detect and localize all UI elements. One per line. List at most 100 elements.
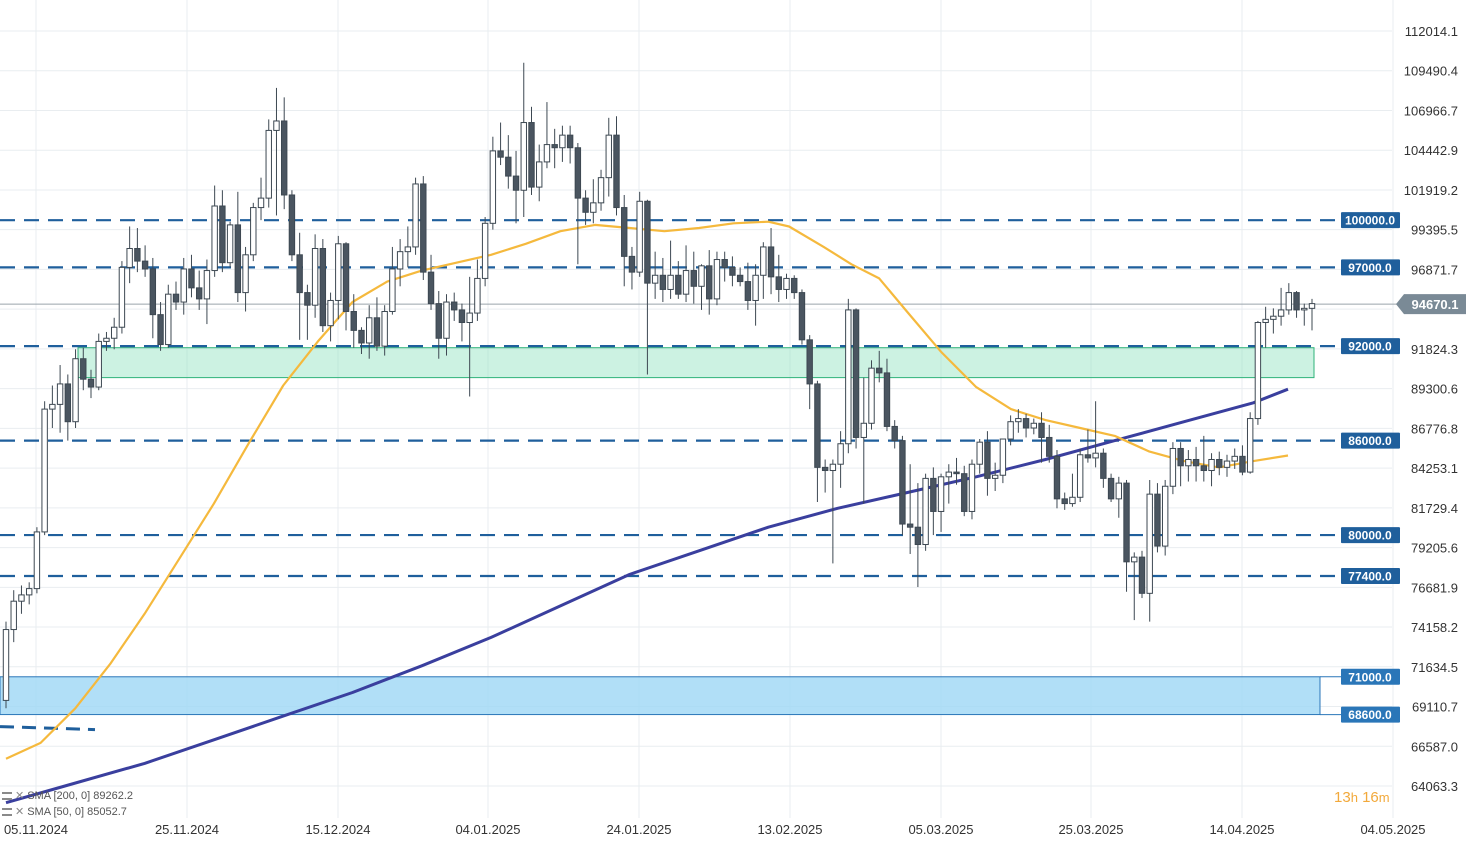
candle-body[interactable] (876, 367, 883, 374)
candle-body[interactable] (845, 309, 852, 445)
candle-body[interactable] (559, 134, 566, 149)
candle-body[interactable] (219, 205, 226, 264)
candle-body[interactable] (87, 378, 95, 388)
candle-body[interactable] (791, 277, 798, 294)
candle-body[interactable] (126, 248, 133, 268)
candle-body[interactable] (489, 150, 497, 224)
candle-body[interactable] (1216, 458, 1223, 468)
candle-body[interactable] (651, 274, 659, 284)
candle-body[interactable] (1154, 493, 1161, 547)
candle-body[interactable] (605, 134, 612, 179)
candle-body[interactable] (497, 150, 504, 158)
candle-body[interactable] (520, 122, 527, 191)
sma200-line[interactable] (5, 387, 1289, 805)
candle-body[interactable] (103, 337, 110, 342)
candle-body[interactable] (288, 194, 296, 256)
candle-body[interactable] (922, 477, 929, 546)
candle-body[interactable] (234, 224, 242, 294)
candle-body[interactable] (628, 255, 636, 273)
candle-body[interactable] (744, 281, 752, 301)
candle-body[interactable] (1308, 303, 1316, 309)
candle-body[interactable] (157, 314, 164, 346)
candle-body[interactable] (49, 403, 56, 410)
candle-body[interactable] (543, 144, 551, 163)
candle-body[interactable] (1239, 455, 1246, 473)
candle-body[interactable] (860, 422, 867, 438)
candle-body[interactable] (1100, 452, 1107, 479)
candle-body[interactable] (342, 243, 350, 312)
candle-body[interactable] (713, 259, 721, 300)
candle-body[interactable] (1192, 458, 1200, 467)
candle-body[interactable] (56, 383, 64, 405)
candle-body[interactable] (1208, 458, 1215, 472)
candle-body[interactable] (110, 326, 118, 339)
candle-body[interactable] (976, 441, 983, 465)
candle-body[interactable] (296, 254, 303, 294)
candle-body[interactable] (675, 274, 682, 295)
candle-body[interactable] (373, 317, 381, 347)
candle-body[interactable] (1277, 309, 1285, 317)
candle-body[interactable] (729, 266, 736, 276)
candle-body[interactable] (180, 268, 187, 303)
candle-body[interactable] (1123, 482, 1130, 563)
candle-body[interactable] (1223, 460, 1231, 468)
candle-body[interactable] (451, 301, 458, 311)
candle-body[interactable] (906, 523, 914, 528)
candle-body[interactable] (1015, 418, 1022, 423)
candle-body[interactable] (883, 372, 891, 427)
candle-body[interactable] (1076, 454, 1084, 498)
candle-body[interactable] (961, 473, 968, 512)
candle-body[interactable] (188, 268, 195, 289)
candle-body[interactable] (10, 600, 17, 631)
candle-body[interactable] (1161, 485, 1169, 547)
candle-body[interactable] (1022, 418, 1030, 429)
candle-body[interactable] (991, 474, 999, 479)
candle-body[interactable] (636, 200, 643, 273)
candle-body[interactable] (366, 317, 373, 344)
candle-body[interactable] (1270, 315, 1277, 320)
sma50-line[interactable] (5, 220, 1289, 760)
candle-body[interactable] (1285, 292, 1293, 311)
candle-body[interactable] (930, 477, 937, 512)
candle-body[interactable] (783, 277, 790, 290)
candle-body[interactable] (582, 197, 589, 213)
candle-body[interactable] (512, 175, 520, 191)
candle-body[interactable] (435, 303, 442, 339)
candle-body[interactable] (945, 471, 952, 478)
candle-body[interactable] (736, 274, 744, 283)
candle-body[interactable] (899, 440, 906, 525)
candle-body[interactable] (396, 251, 404, 270)
candle-body[interactable] (690, 270, 697, 287)
candle-body[interactable] (706, 265, 713, 300)
candle-body[interactable] (118, 266, 126, 328)
candle-body[interactable] (389, 268, 396, 312)
candle-body[interactable] (667, 274, 674, 290)
candle-body[interactable] (304, 292, 311, 306)
candle-body[interactable] (806, 339, 813, 385)
candle-body[interactable] (891, 425, 898, 442)
candle-body[interactable] (829, 463, 837, 472)
candle-body[interactable] (1301, 307, 1308, 311)
candle-body[interactable] (1061, 498, 1068, 505)
candle-body[interactable] (937, 476, 945, 512)
candle-body[interactable] (319, 248, 327, 327)
candle-body[interactable] (1169, 447, 1177, 487)
candle-body[interactable] (327, 299, 334, 327)
candle-body[interactable] (551, 144, 558, 149)
candle-body[interactable] (481, 222, 489, 279)
candle-body[interactable] (1185, 458, 1192, 467)
remove-indicator-icon[interactable]: ✕ (15, 790, 25, 802)
candle-body[interactable] (1131, 556, 1138, 563)
candle-body[interactable] (211, 205, 218, 272)
candle-body[interactable] (775, 276, 782, 290)
candle-body[interactable] (172, 293, 180, 303)
candle-body[interactable] (25, 588, 33, 596)
candle-body[interactable] (64, 383, 72, 423)
candle-body[interactable] (1053, 455, 1061, 500)
candle-body[interactable] (404, 246, 412, 253)
candle-body[interactable] (528, 122, 535, 188)
candle-body[interactable] (953, 471, 960, 475)
candle-body[interactable] (1231, 455, 1238, 462)
candle-body[interactable] (226, 224, 234, 264)
